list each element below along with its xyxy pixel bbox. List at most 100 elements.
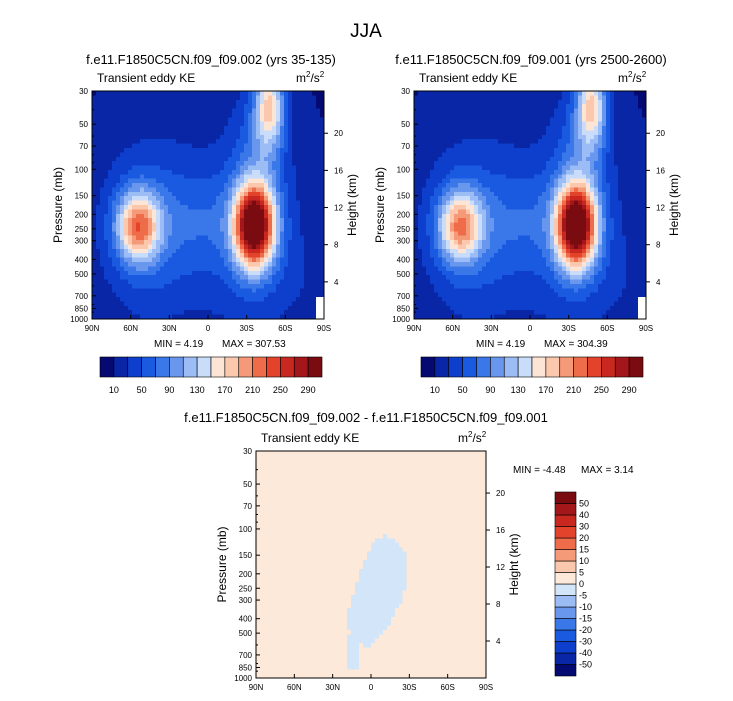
heatmap-cell <box>292 130 297 136</box>
heatmap-cell <box>450 152 455 158</box>
heatmap-cell <box>156 262 161 267</box>
heatmap-cell <box>538 205 543 210</box>
heatmap-cell <box>180 108 185 114</box>
colorbar-label: 10 <box>109 385 119 395</box>
heatmap-cell <box>184 95 189 101</box>
heatmap-cell <box>450 200 455 206</box>
heatmap-cell <box>550 112 555 118</box>
heatmap-cell <box>304 279 309 285</box>
heatmap-cell <box>526 200 531 206</box>
heatmap-cell <box>260 310 265 316</box>
heatmap-cell <box>450 213 455 219</box>
heatmap-cell <box>180 200 185 206</box>
heatmap-cell <box>152 262 157 267</box>
heatmap-cell <box>248 112 253 118</box>
heatmap-cell <box>264 301 269 307</box>
heatmap-cell <box>482 169 487 175</box>
heatmap-cell <box>546 174 551 180</box>
heatmap-cell <box>168 130 173 136</box>
heatmap-cell <box>152 178 157 184</box>
heatmap-cell <box>506 279 511 285</box>
heatmap-cell <box>124 191 129 197</box>
heatmap-cell <box>224 200 229 206</box>
heatmap-cell <box>124 231 129 237</box>
heatmap-cell <box>100 104 105 110</box>
heatmap-cell <box>196 148 201 153</box>
heatmap-cell <box>454 226 459 232</box>
heatmap-cell <box>116 244 121 250</box>
heatmap-cell <box>200 226 205 232</box>
heatmap-cell <box>144 178 149 184</box>
heatmap-cell <box>292 279 297 285</box>
heatmap-cell <box>292 165 297 171</box>
heatmap-cell <box>474 108 479 114</box>
heatmap-cell <box>534 240 539 246</box>
heatmap-cell <box>116 231 121 237</box>
heatmap-cell <box>200 178 205 184</box>
heatmap-cell <box>446 222 451 228</box>
heatmap-cell <box>140 218 145 224</box>
heatmap-cell <box>224 314 229 320</box>
heatmap-cell <box>454 314 459 320</box>
heatmap-cell <box>320 244 325 250</box>
heatmap-cell <box>272 257 277 263</box>
heatmap-cell <box>418 240 423 246</box>
heatmap-cell <box>244 297 249 303</box>
heatmap-cell <box>264 112 269 118</box>
heatmap-cell <box>236 205 241 210</box>
heatmap-cell <box>320 117 325 123</box>
heatmap-cell <box>316 161 321 167</box>
heatmap-cell <box>148 152 153 158</box>
heatmap-cell <box>288 178 293 184</box>
heatmap-cell <box>522 213 527 219</box>
heatmap-cell <box>542 108 547 114</box>
heatmap-cell <box>132 305 137 311</box>
heatmap-cell <box>96 314 101 320</box>
heatmap-cell <box>288 148 293 153</box>
heatmap-cell <box>292 121 297 127</box>
heatmap-cell <box>486 95 491 101</box>
heatmap-cell <box>200 231 205 237</box>
heatmap-cell <box>104 156 109 162</box>
heatmap-cell <box>96 117 101 123</box>
heatmap-cell <box>140 231 145 237</box>
heatmap-cell <box>176 235 181 241</box>
heatmap-cell <box>462 165 467 171</box>
heatmap-cell <box>550 134 555 140</box>
heatmap-cell <box>522 257 527 263</box>
heatmap-cell <box>220 213 225 219</box>
heatmap-cell <box>168 240 173 246</box>
heatmap-cell <box>534 231 539 237</box>
heatmap-cell <box>518 165 523 171</box>
heatmap-cell <box>462 191 467 197</box>
heatmap-cell <box>498 148 503 153</box>
heatmap-cell <box>120 191 125 197</box>
heatmap-cell <box>96 126 101 132</box>
heatmap-cell <box>164 248 169 254</box>
heatmap-cell <box>128 288 133 294</box>
heatmap-cell <box>430 112 435 118</box>
heatmap-cell <box>422 139 427 145</box>
heatmap-cell <box>458 270 463 276</box>
colorbar-swatch <box>182 356 198 378</box>
heatmap-cell <box>304 270 309 276</box>
heatmap-cell <box>220 156 225 162</box>
heatmap-cell <box>208 108 213 114</box>
heatmap-cell <box>490 266 495 272</box>
heatmap-cell <box>192 161 197 167</box>
heatmap-cell <box>96 310 101 316</box>
heatmap-cell <box>252 279 257 285</box>
heatmap-cell <box>184 112 189 118</box>
heatmap-cell <box>320 156 325 162</box>
heatmap-cell <box>268 117 273 123</box>
heatmap-cell <box>442 117 447 123</box>
heatmap-cell <box>128 257 133 263</box>
heatmap-cell <box>514 266 519 272</box>
heatmap-cell <box>260 253 265 259</box>
heatmap-cell <box>148 174 153 180</box>
heatmap-cell <box>426 240 431 246</box>
heatmap-cell <box>112 117 117 123</box>
heatmap-cell <box>542 226 547 232</box>
heatmap-cell <box>132 95 137 101</box>
heatmap-cell <box>288 156 293 162</box>
